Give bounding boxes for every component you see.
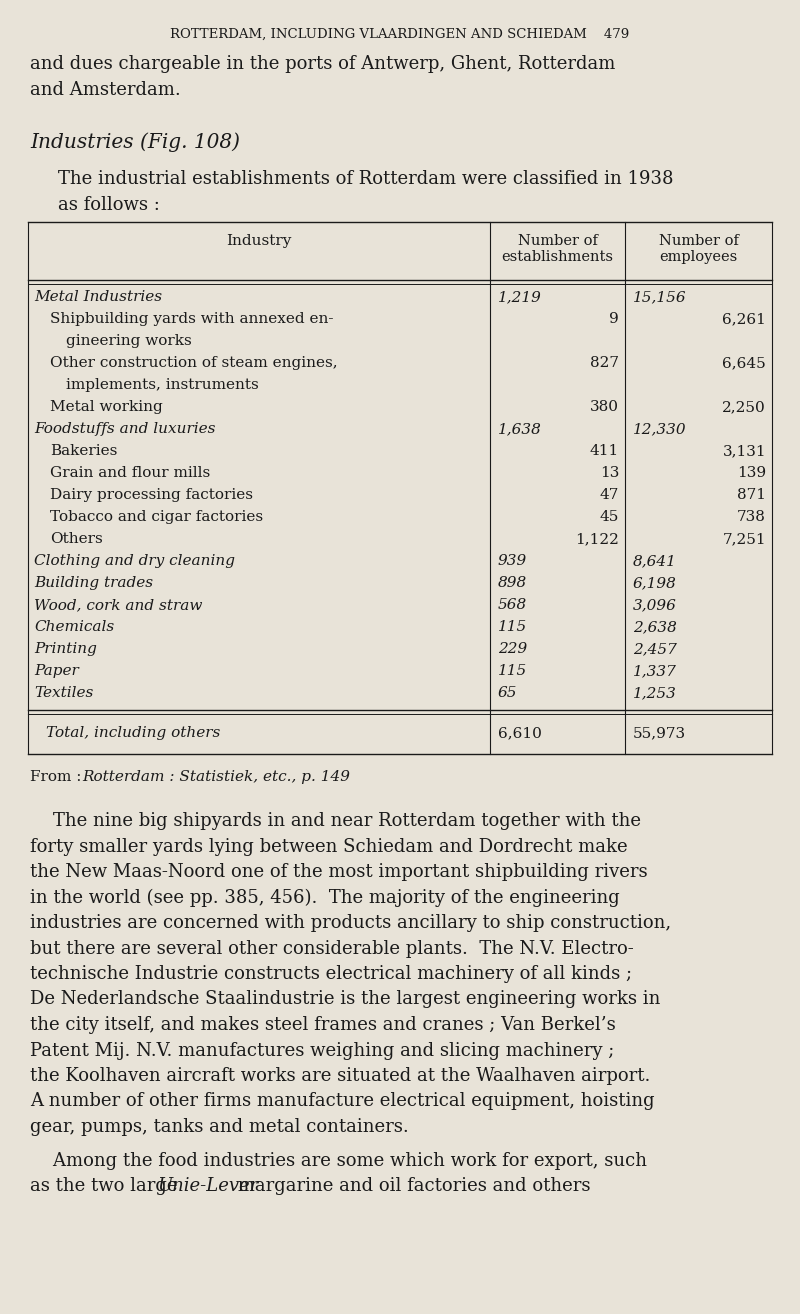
Text: technische Industrie constructs electrical machinery of all kinds ;: technische Industrie constructs electric… — [30, 964, 632, 983]
Text: 45: 45 — [600, 510, 619, 524]
Text: 47: 47 — [600, 487, 619, 502]
Text: Total, including others: Total, including others — [46, 727, 220, 740]
Text: 65: 65 — [498, 686, 518, 700]
Text: Number of
employees: Number of employees — [658, 234, 738, 264]
Text: 15,156: 15,156 — [633, 290, 686, 304]
Text: 898: 898 — [498, 576, 527, 590]
Text: and Amsterdam.: and Amsterdam. — [30, 81, 181, 99]
Text: 6,645: 6,645 — [722, 356, 766, 371]
Text: 738: 738 — [737, 510, 766, 524]
Text: Others: Others — [50, 532, 102, 547]
Text: Building trades: Building trades — [34, 576, 153, 590]
Text: 3,096: 3,096 — [633, 598, 677, 612]
Text: The industrial establishments of Rotterdam were classified in 1938: The industrial establishments of Rotterd… — [58, 170, 674, 188]
Text: Other construction of steam engines,: Other construction of steam engines, — [50, 356, 338, 371]
Text: as the two large: as the two large — [30, 1177, 183, 1194]
Text: 871: 871 — [737, 487, 766, 502]
Text: forty smaller yards lying between Schiedam and Dordrecht make: forty smaller yards lying between Schied… — [30, 837, 628, 855]
Text: ROTTERDAM, INCLUDING VLAARDINGEN AND SCHIEDAM    479: ROTTERDAM, INCLUDING VLAARDINGEN AND SCH… — [170, 28, 630, 41]
Text: De Nederlandsche Staalindustrie is the largest engineering works in: De Nederlandsche Staalindustrie is the l… — [30, 991, 660, 1009]
Text: Chemicals: Chemicals — [34, 620, 114, 633]
Text: A number of other firms manufacture electrical equipment, hoisting: A number of other firms manufacture elec… — [30, 1092, 654, 1110]
Text: 139: 139 — [737, 466, 766, 480]
Text: Among the food industries are some which work for export, such: Among the food industries are some which… — [30, 1151, 647, 1169]
Text: gear, pumps, tanks and metal containers.: gear, pumps, tanks and metal containers. — [30, 1118, 409, 1137]
Text: 1,638: 1,638 — [498, 422, 542, 436]
Text: 827: 827 — [590, 356, 619, 371]
Text: 7,251: 7,251 — [722, 532, 766, 547]
Text: the city itself, and makes steel frames and cranes ; Van Berkel’s: the city itself, and makes steel frames … — [30, 1016, 616, 1034]
Text: 3,131: 3,131 — [722, 444, 766, 459]
Text: Rotterdam : Statistiek, etc., p. 149: Rotterdam : Statistiek, etc., p. 149 — [82, 770, 350, 784]
Text: 1,219: 1,219 — [498, 290, 542, 304]
Text: Number of
establishments: Number of establishments — [502, 234, 614, 264]
Text: and dues chargeable in the ports of Antwerp, Ghent, Rotterdam: and dues chargeable in the ports of Antw… — [30, 55, 615, 74]
Text: The nine big shipyards in and near Rotterdam together with the: The nine big shipyards in and near Rotte… — [30, 812, 641, 830]
Text: 8,641: 8,641 — [633, 555, 677, 568]
Text: Tobacco and cigar factories: Tobacco and cigar factories — [50, 510, 263, 524]
Text: 229: 229 — [498, 643, 527, 656]
Text: as follows :: as follows : — [58, 196, 160, 214]
Text: Wood, cork and straw: Wood, cork and straw — [34, 598, 202, 612]
Text: 115: 115 — [498, 620, 527, 633]
Text: Textiles: Textiles — [34, 686, 94, 700]
Text: 2,638: 2,638 — [633, 620, 677, 633]
Text: 6,198: 6,198 — [633, 576, 677, 590]
Text: 55,973: 55,973 — [633, 727, 686, 740]
Text: Patent Mij. N.V. manufactures weighing and slicing machinery ;: Patent Mij. N.V. manufactures weighing a… — [30, 1042, 614, 1059]
Text: Metal Industries: Metal Industries — [34, 290, 162, 304]
Text: 9: 9 — [610, 311, 619, 326]
Text: 6,610: 6,610 — [498, 727, 542, 740]
Text: 1,337: 1,337 — [633, 664, 677, 678]
Text: 6,261: 6,261 — [722, 311, 766, 326]
Text: Unie-Lever: Unie-Lever — [158, 1177, 258, 1194]
Text: 568: 568 — [498, 598, 527, 612]
Text: Bakeries: Bakeries — [50, 444, 118, 459]
Text: 939: 939 — [498, 555, 527, 568]
Text: margarine and oil factories and others: margarine and oil factories and others — [233, 1177, 591, 1194]
Text: Industries (Fig. 108): Industries (Fig. 108) — [30, 131, 240, 151]
Text: 12,330: 12,330 — [633, 422, 686, 436]
Text: Paper: Paper — [34, 664, 78, 678]
Text: Grain and flour mills: Grain and flour mills — [50, 466, 210, 480]
Text: 2,250: 2,250 — [722, 399, 766, 414]
Text: Shipbuilding yards with annexed en-: Shipbuilding yards with annexed en- — [50, 311, 334, 326]
Text: implements, instruments: implements, instruments — [66, 378, 258, 392]
Text: industries are concerned with products ancillary to ship construction,: industries are concerned with products a… — [30, 915, 671, 932]
Text: 2,457: 2,457 — [633, 643, 677, 656]
Text: Dairy processing factories: Dairy processing factories — [50, 487, 253, 502]
Text: in the world (see pp. 385, 456).  The majority of the engineering: in the world (see pp. 385, 456). The maj… — [30, 888, 620, 907]
Text: From :: From : — [30, 770, 86, 784]
Text: Foodstuffs and luxuries: Foodstuffs and luxuries — [34, 422, 215, 436]
Text: 1,253: 1,253 — [633, 686, 677, 700]
Text: 380: 380 — [590, 399, 619, 414]
Text: Industry: Industry — [226, 234, 292, 248]
Text: Printing: Printing — [34, 643, 97, 656]
Text: Metal working: Metal working — [50, 399, 162, 414]
Text: 1,122: 1,122 — [575, 532, 619, 547]
Text: 411: 411 — [590, 444, 619, 459]
Text: 13: 13 — [600, 466, 619, 480]
Text: the Koolhaven aircraft works are situated at the Waalhaven airport.: the Koolhaven aircraft works are situate… — [30, 1067, 650, 1085]
Text: Clothing and dry cleaning: Clothing and dry cleaning — [34, 555, 235, 568]
Text: but there are several other considerable plants.  The N.V. Electro-: but there are several other considerable… — [30, 940, 634, 958]
Text: 115: 115 — [498, 664, 527, 678]
Text: the New Maas-Noord one of the most important shipbuilding rivers: the New Maas-Noord one of the most impor… — [30, 863, 648, 880]
Text: gineering works: gineering works — [66, 334, 192, 348]
